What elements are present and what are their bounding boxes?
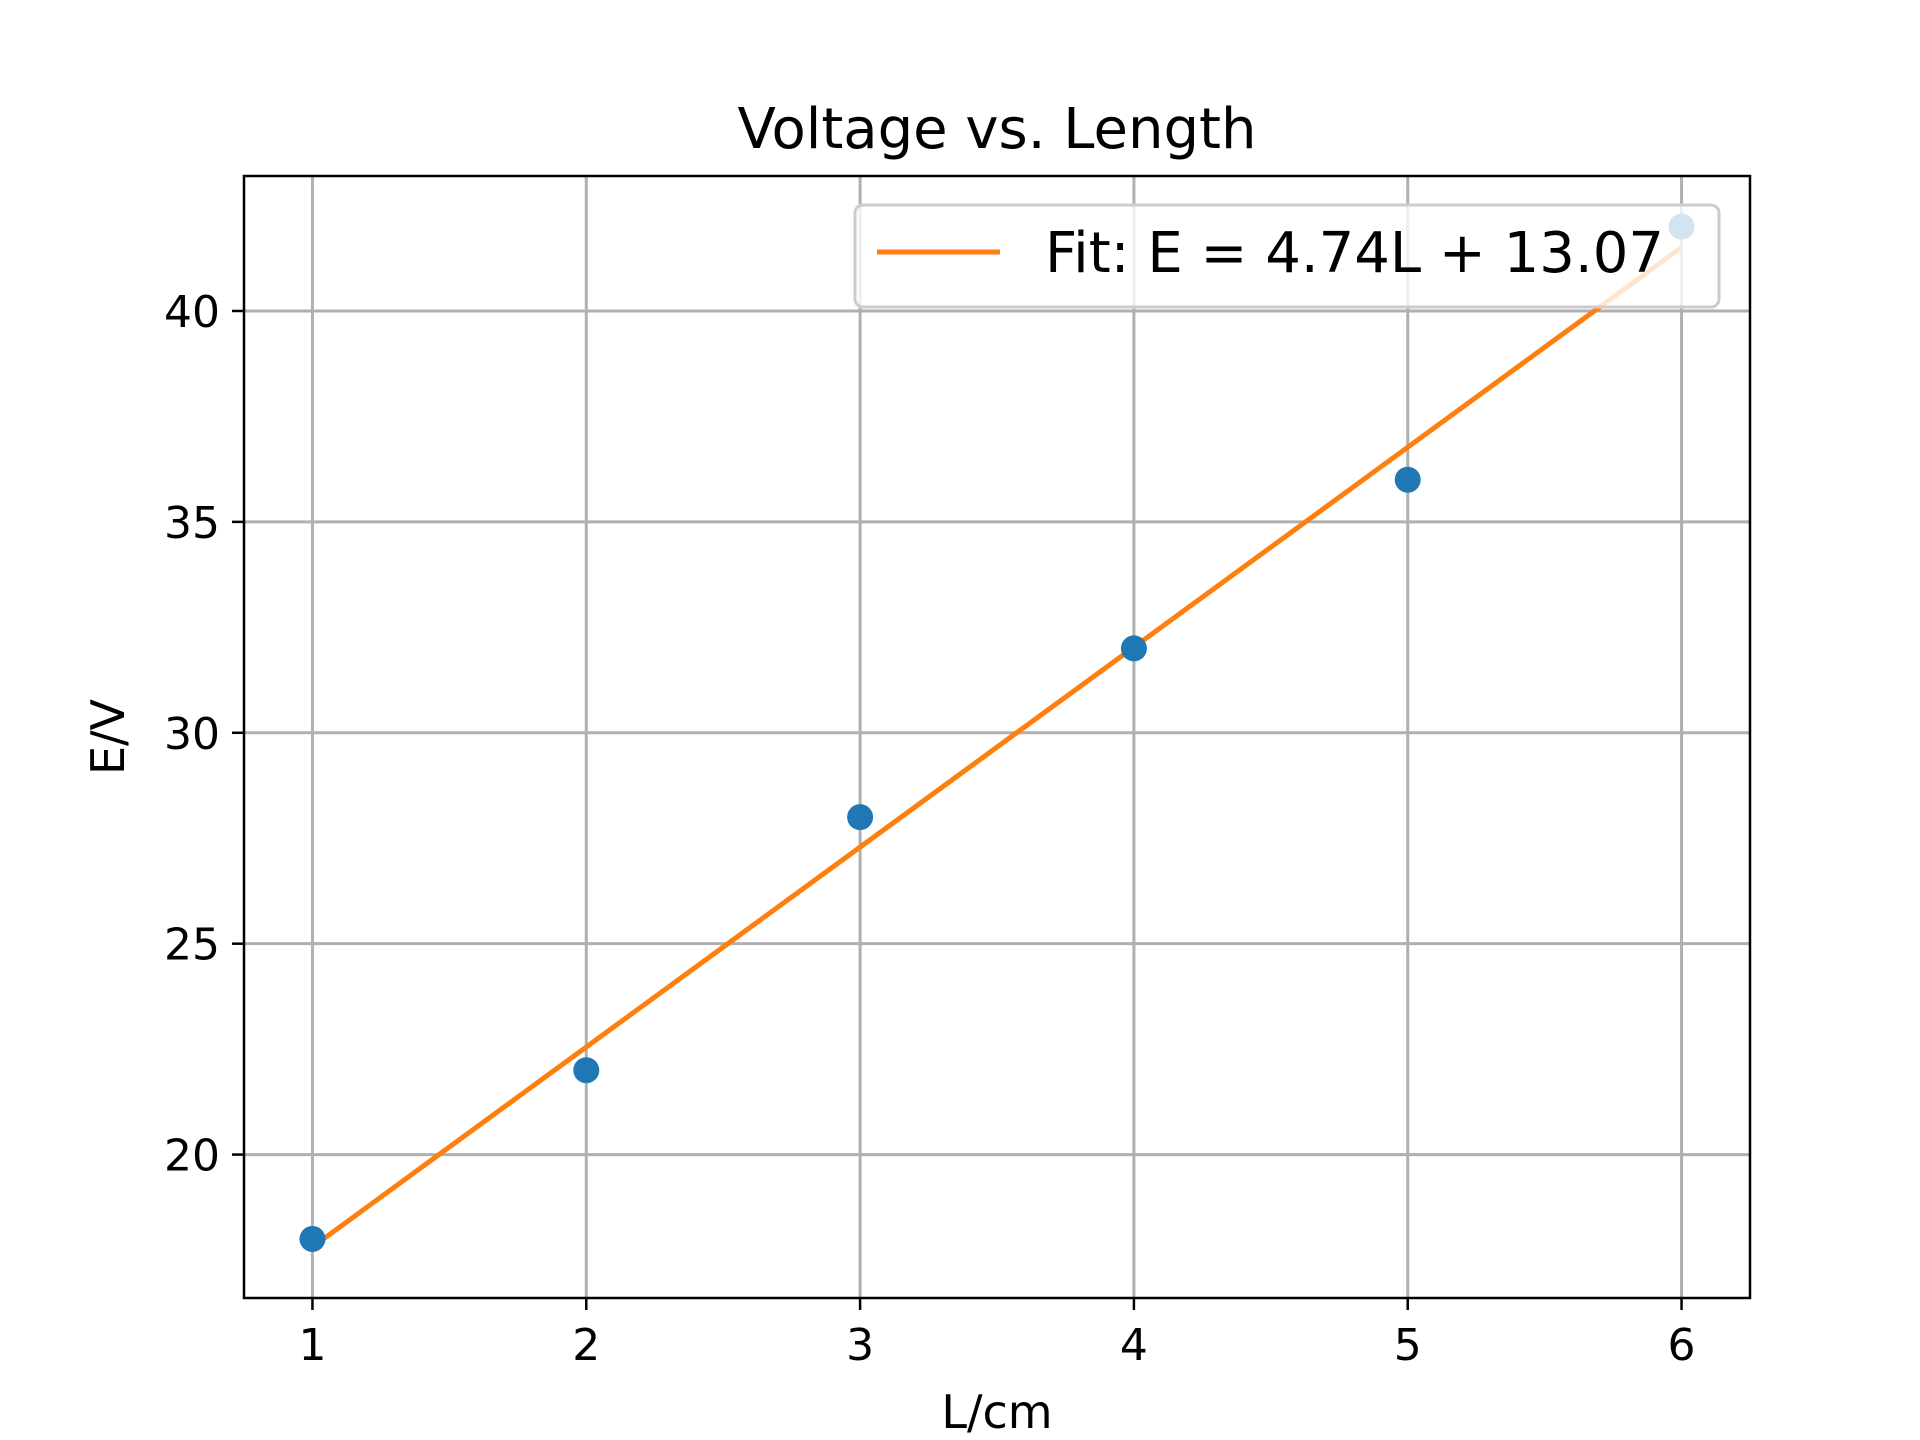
plot-frame [242,174,1752,1300]
x-axis-label: L/cm [941,1385,1052,1439]
data-point [1394,466,1421,493]
fit-line [310,245,1684,1249]
x-tick-label: 6 [1668,1320,1696,1371]
x-tick-label: 5 [1394,1320,1422,1371]
data-point [573,1057,600,1084]
fit-series [310,245,1684,1249]
y-tick-label: 35 [164,498,220,549]
y-tick-label: 40 [164,287,220,338]
x-tick-label: 1 [298,1320,326,1371]
y-tick-label: 25 [164,920,220,971]
chart-title: Voltage vs. Length [738,97,1257,162]
data-point [1120,635,1147,662]
x-tick-label: 2 [572,1320,600,1371]
legend: Fit: E = 4.74L + 13.07 [853,203,1721,309]
y-axis-label: E/V [81,698,135,775]
y-tick-label: 20 [164,1131,220,1182]
legend-label: Fit: E = 4.74L + 13.07 [1045,221,1664,286]
data-point [847,804,874,831]
y-tick-label: 30 [164,709,220,760]
legend-box [853,203,1721,309]
axis-ticks: 1 2 3 4 5 6 20 25 30 35 40 [164,287,1696,1371]
x-tick-label: 4 [1120,1320,1148,1371]
data-point [299,1225,326,1252]
grid-lines [244,176,1750,1298]
x-tick-label: 3 [846,1320,874,1371]
